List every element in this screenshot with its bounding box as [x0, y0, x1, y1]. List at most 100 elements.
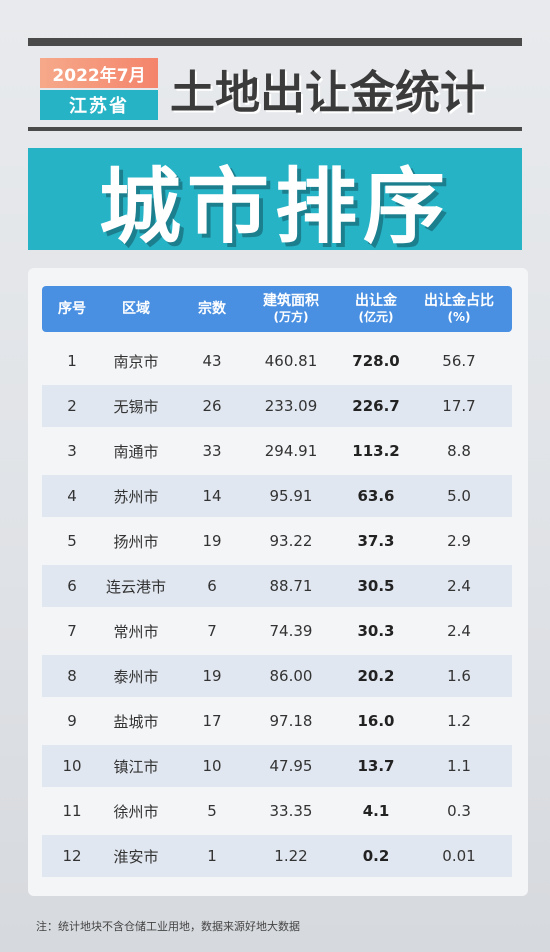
cell-revenue: 4.1	[362, 802, 390, 820]
cell-area: 97.18	[269, 712, 313, 730]
cell-region: 泰州市	[113, 667, 159, 686]
cell-revenue: 30.3	[357, 622, 395, 640]
cell-area: 33.35	[269, 802, 313, 820]
table-row: 8 泰州市 19 86.00 20.2 1.6	[42, 655, 512, 697]
cell-rank: 5	[67, 532, 77, 550]
cell-rank: 9	[67, 712, 77, 730]
cell-count: 19	[202, 532, 222, 550]
cell-rank: 1	[67, 352, 77, 370]
table-row: 6 连云港市 6 88.71 30.5 2.4	[42, 565, 512, 607]
cell-region: 徐州市	[113, 802, 159, 821]
cell-area: 86.00	[269, 667, 313, 685]
cell-share: 1.6	[447, 667, 471, 685]
table-row: 1 南京市 43 460.81 728.0 56.7	[42, 340, 512, 382]
cell-area: 95.91	[269, 487, 313, 505]
cell-count: 7	[207, 622, 217, 640]
cell-share: 1.2	[447, 712, 471, 730]
cell-region: 无锡市	[113, 397, 159, 416]
cell-rank: 11	[62, 802, 82, 820]
cell-revenue: 226.7	[352, 397, 400, 415]
cell-region: 淮安市	[113, 847, 159, 866]
footnote: 注：统计地块不含仓储工业用地，数据来源好地大数据	[36, 920, 300, 933]
col-header-area: 建筑面积 (万方)	[263, 293, 319, 324]
cell-count: 14	[202, 487, 222, 505]
cell-area: 74.39	[269, 622, 313, 640]
table-row: 10 镇江市 10 47.95 13.7 1.1	[42, 745, 512, 787]
cell-revenue: 13.7	[357, 757, 395, 775]
cell-count: 43	[202, 352, 222, 370]
cell-area: 294.91	[264, 442, 318, 460]
cell-share: 56.7	[442, 352, 476, 370]
cell-rank: 12	[62, 847, 82, 865]
cell-region: 扬州市	[113, 532, 159, 551]
cell-share: 17.7	[442, 397, 476, 415]
cell-rank: 3	[67, 442, 77, 460]
table-row: 7 常州市 7 74.39 30.3 2.4	[42, 610, 512, 652]
cell-share: 1.1	[447, 757, 471, 775]
cell-rank: 6	[67, 577, 77, 595]
cell-revenue: 37.3	[357, 532, 395, 550]
table-header: 序号 区域 宗数 建筑面积 (万方) 出让金 (亿元) 出让金占比 (%)	[42, 286, 512, 332]
cell-rank: 7	[67, 622, 77, 640]
cell-region: 南京市	[113, 352, 159, 371]
cell-revenue: 20.2	[357, 667, 395, 685]
province-badge: 江苏省	[40, 90, 158, 120]
table-row: 11 徐州市 5 33.35 4.1 0.3	[42, 790, 512, 832]
cell-share: 2.4	[447, 622, 471, 640]
cell-region: 连云港市	[105, 577, 166, 596]
cell-share: 0.3	[447, 802, 471, 820]
cell-rank: 2	[67, 397, 77, 415]
cell-rank: 8	[67, 667, 77, 685]
cell-area: 88.71	[269, 577, 313, 595]
cell-count: 6	[207, 577, 217, 595]
col-header-rank: 序号	[58, 301, 86, 317]
cell-revenue: 0.2	[362, 847, 390, 865]
cell-rank: 4	[67, 487, 77, 505]
cell-count: 1	[207, 847, 217, 865]
cell-region: 盐城市	[113, 712, 159, 731]
cell-count: 10	[202, 757, 222, 775]
page-title: 土地出让金统计	[170, 65, 486, 119]
table-row: 4 苏州市 14 95.91 63.6 5.0	[42, 475, 512, 517]
cell-count: 26	[202, 397, 222, 415]
col-header-revenue: 出让金 (亿元)	[355, 293, 397, 324]
cell-region: 常州市	[113, 622, 159, 641]
table-row: 3 南通市 33 294.91 113.2 8.8	[42, 430, 512, 472]
cell-share: 5.0	[447, 487, 471, 505]
bottom-rule	[28, 127, 522, 131]
col-header-share: 出让金占比 (%)	[424, 293, 494, 324]
cell-count: 33	[202, 442, 222, 460]
cell-area: 47.95	[269, 757, 313, 775]
cell-revenue: 30.5	[357, 577, 395, 595]
cell-area: 93.22	[269, 532, 313, 550]
cell-rank: 10	[62, 757, 82, 775]
cell-region: 镇江市	[113, 757, 159, 776]
cell-area: 460.81	[264, 352, 318, 370]
cell-area: 1.22	[274, 847, 308, 865]
banner-title: 城市排序	[98, 159, 451, 255]
cell-revenue: 113.2	[352, 442, 400, 460]
top-rule	[28, 38, 522, 46]
banner: 城市排序	[28, 148, 522, 255]
ranking-table-card: 序号 区域 宗数 建筑面积 (万方) 出让金 (亿元) 出让金占比 (%) 1 南京市 4…	[28, 268, 528, 896]
cell-share: 8.8	[447, 442, 471, 460]
col-header-region: 区域	[122, 301, 150, 317]
cell-count: 19	[202, 667, 222, 685]
table-row: 2 无锡市 26 233.09 226.7 17.7	[42, 385, 512, 427]
col-header-count: 宗数	[198, 301, 226, 317]
cell-area: 233.09	[264, 397, 318, 415]
cell-count: 17	[202, 712, 222, 730]
cell-revenue: 728.0	[352, 352, 400, 370]
cell-share: 2.4	[447, 577, 471, 595]
table-row: 5 扬州市 19 93.22 37.3 2.9	[42, 520, 512, 562]
cell-share: 0.01	[442, 847, 476, 865]
cell-share: 2.9	[447, 532, 471, 550]
date-badge: 2022年7月	[40, 58, 158, 88]
cell-revenue: 16.0	[357, 712, 395, 730]
table-row: 9 盐城市 17 97.18 16.0 1.2	[42, 700, 512, 742]
cell-region: 南通市	[113, 442, 159, 461]
table-row: 12 淮安市 1 1.22 0.2 0.01	[42, 835, 512, 877]
cell-revenue: 63.6	[357, 487, 395, 505]
cell-region: 苏州市	[113, 487, 159, 506]
cell-count: 5	[207, 802, 217, 820]
